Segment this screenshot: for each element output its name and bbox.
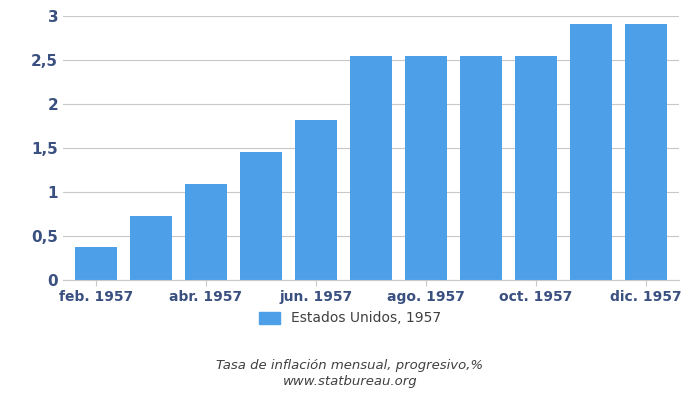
Bar — [76, 248, 117, 280]
Text: Tasa de inflación mensual, progresivo,%: Tasa de inflación mensual, progresivo,% — [216, 360, 484, 372]
Bar — [461, 56, 502, 280]
Bar — [186, 184, 227, 280]
Bar — [515, 56, 557, 280]
Bar — [351, 56, 391, 280]
Legend: Estados Unidos, 1957: Estados Unidos, 1957 — [253, 306, 447, 331]
Bar — [625, 24, 666, 280]
Text: www.statbureau.org: www.statbureau.org — [283, 376, 417, 388]
Bar — [240, 152, 281, 280]
Bar — [295, 120, 337, 280]
Bar — [570, 24, 612, 280]
Bar — [130, 216, 172, 280]
Bar — [405, 56, 447, 280]
